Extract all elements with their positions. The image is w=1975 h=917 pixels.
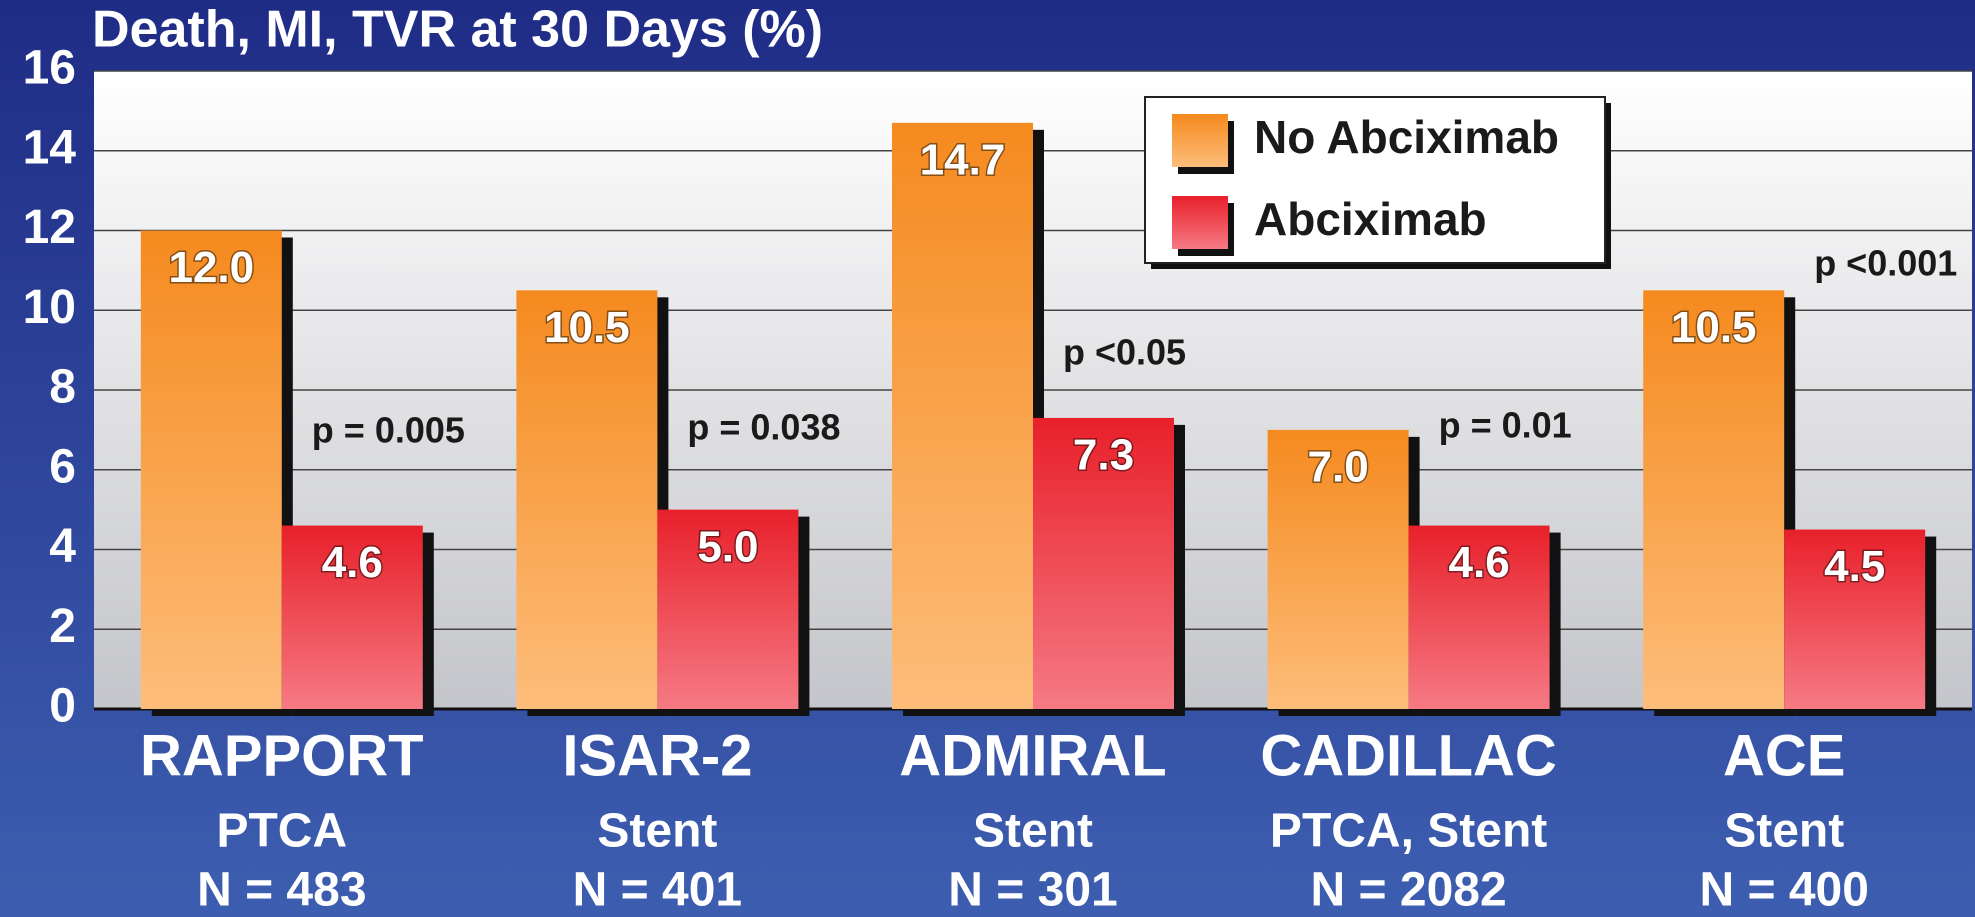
legend-swatch: [1172, 196, 1228, 249]
legend-swatch: [1172, 114, 1228, 167]
bar: [1643, 290, 1785, 709]
x-tick-label: ACE: [1723, 723, 1845, 788]
data-label: 7.3: [1073, 431, 1134, 480]
data-label: 5.0: [697, 522, 758, 571]
y-tick-label: 16: [23, 42, 76, 95]
y-tick-label: 10: [23, 281, 76, 334]
annotation: p <0.001: [1814, 243, 1957, 284]
data-label: 10.5: [1671, 303, 1757, 352]
data-label: 4.6: [1449, 538, 1510, 587]
category-detail: Stent: [973, 805, 1093, 858]
y-tick-label: 0: [49, 680, 76, 733]
x-tick-label: ISAR-2: [562, 723, 752, 788]
bar: [1033, 417, 1174, 709]
data-label: 4.5: [1824, 542, 1885, 591]
bar: [892, 122, 1033, 709]
category-detail: PTCA: [216, 805, 347, 858]
annotation: p = 0.038: [687, 407, 840, 448]
annotation: p <0.05: [1063, 332, 1186, 373]
category-n: N = 2082: [1311, 864, 1507, 917]
data-label: 14.7: [920, 135, 1006, 184]
labels: 0 2 4 6 8 10 12 14 16 12.0 4.6 RAPPORT PTCA N = 483 p …: [23, 42, 1958, 917]
bar: [140, 230, 282, 709]
y-tick-label: 6: [49, 440, 76, 493]
legend-label: No Abciximab: [1254, 111, 1559, 163]
y-tick-label: 4: [49, 520, 76, 573]
x-tick-label: ADMIRAL: [899, 723, 1166, 788]
y-tick-label: 2: [49, 600, 76, 653]
legend-label: Abciximab: [1254, 193, 1487, 245]
bar: [657, 509, 799, 709]
bar: [516, 290, 658, 709]
bar: [1408, 525, 1550, 709]
annotation: p = 0.01: [1439, 405, 1572, 446]
category-n: N = 483: [197, 864, 366, 917]
x-tick-label: CADILLAC: [1260, 723, 1556, 788]
bar: [1267, 429, 1409, 709]
data-label: 7.0: [1308, 443, 1369, 492]
y-tick-label: 8: [49, 361, 76, 414]
bar: [281, 525, 423, 709]
y-tick-label: 14: [23, 121, 77, 174]
data-label: 12.0: [168, 243, 254, 292]
category-n: N = 301: [948, 864, 1117, 917]
category-detail: PTCA, Stent: [1270, 805, 1547, 858]
x-tick-label: RAPPORT: [140, 723, 424, 788]
data-label: 4.6: [322, 538, 383, 587]
category-detail: Stent: [1724, 805, 1844, 858]
y-tick-label: 12: [23, 201, 76, 254]
category-detail: Stent: [597, 805, 717, 858]
chart-title: Death, MI, TVR at 30 Days (%): [92, 1, 823, 59]
category-n: N = 401: [573, 864, 742, 917]
data-label: 10.5: [544, 303, 630, 352]
bar: [1784, 529, 1926, 709]
category-n: N = 400: [1699, 864, 1868, 917]
bars: [140, 122, 1937, 716]
annotation: p = 0.005: [312, 410, 465, 451]
